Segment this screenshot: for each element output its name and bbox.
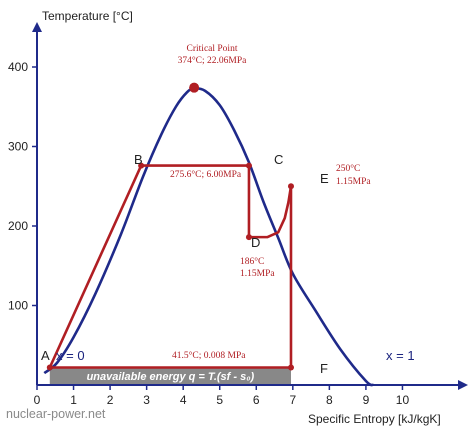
x-tick-label: 7 xyxy=(289,393,296,407)
x-tick-label: 10 xyxy=(396,393,410,407)
point-label-f: F xyxy=(320,361,328,376)
x0-quality-label: x = 0 xyxy=(56,348,85,363)
critical-point-value: 374°C; 22.06MPa xyxy=(178,55,248,66)
unavailable-energy-band xyxy=(49,367,291,385)
y-tick-group: 100 200 300 400 xyxy=(8,60,37,313)
cycle-point-a xyxy=(46,364,53,371)
x-tick-label: 9 xyxy=(363,393,370,407)
y-tick-label: 300 xyxy=(8,140,28,154)
x-tick-label: 3 xyxy=(143,393,150,407)
cycle-segment-ab xyxy=(48,165,143,369)
point-label-d: D xyxy=(251,235,260,250)
saturation-dome-curve xyxy=(43,87,374,387)
cycle-point-c xyxy=(245,162,252,169)
x-tick-label: 4 xyxy=(180,393,187,407)
e-pressure-label: 1.15MPa xyxy=(336,177,371,187)
rankine-cycle xyxy=(46,162,294,371)
credit-watermark: nuclear-power.net xyxy=(6,407,106,421)
point-label-a: A xyxy=(41,348,50,363)
bc-state-label: 275.6°C; 6.00MPa xyxy=(170,169,242,180)
af-state-label: 41.5°C; 0.008 MPa xyxy=(172,350,246,361)
point-label-e: E xyxy=(320,171,329,186)
x-tick-label: 2 xyxy=(107,393,114,407)
cycle-point-d xyxy=(245,234,252,241)
point-label-c: C xyxy=(274,152,283,167)
point-label-b: B xyxy=(134,152,143,167)
y-axis-label: Temperature [°C] xyxy=(42,9,133,23)
x-tick-label: 1 xyxy=(70,393,77,407)
y-tick-label: 200 xyxy=(8,219,28,233)
y-axis-arrow xyxy=(32,22,42,32)
y-tick-label: 100 xyxy=(8,299,28,313)
x-tick-label: 6 xyxy=(253,393,260,407)
x-tick-label: 5 xyxy=(216,393,223,407)
d-pressure-label: 1.15MPa xyxy=(240,269,275,279)
critical-point-marker xyxy=(189,82,200,93)
x-tick-group: 0 1 2 3 4 5 6 7 8 9 10 xyxy=(34,385,410,407)
d-temperature-label: 186°C xyxy=(240,256,264,267)
x-axis-arrow xyxy=(458,380,468,390)
cycle-point-b xyxy=(138,162,145,169)
cycle-point-f xyxy=(287,364,294,371)
y-tick-label: 400 xyxy=(8,60,28,74)
x-tick-label: 8 xyxy=(326,393,333,407)
critical-point-title: Critical Point xyxy=(187,44,238,54)
x-tick-label: 0 xyxy=(34,393,41,407)
e-temperature-label: 250°C xyxy=(336,163,360,174)
x-axis-label: Specific Entropy [kJ/kgK] xyxy=(308,412,441,426)
unavailable-energy-label: unavailable energy q = T.(sf - s₀) xyxy=(87,371,255,383)
cycle-point-e xyxy=(287,183,294,190)
x1-quality-label: x = 1 xyxy=(386,348,415,363)
cycle-segment-de xyxy=(248,186,293,239)
